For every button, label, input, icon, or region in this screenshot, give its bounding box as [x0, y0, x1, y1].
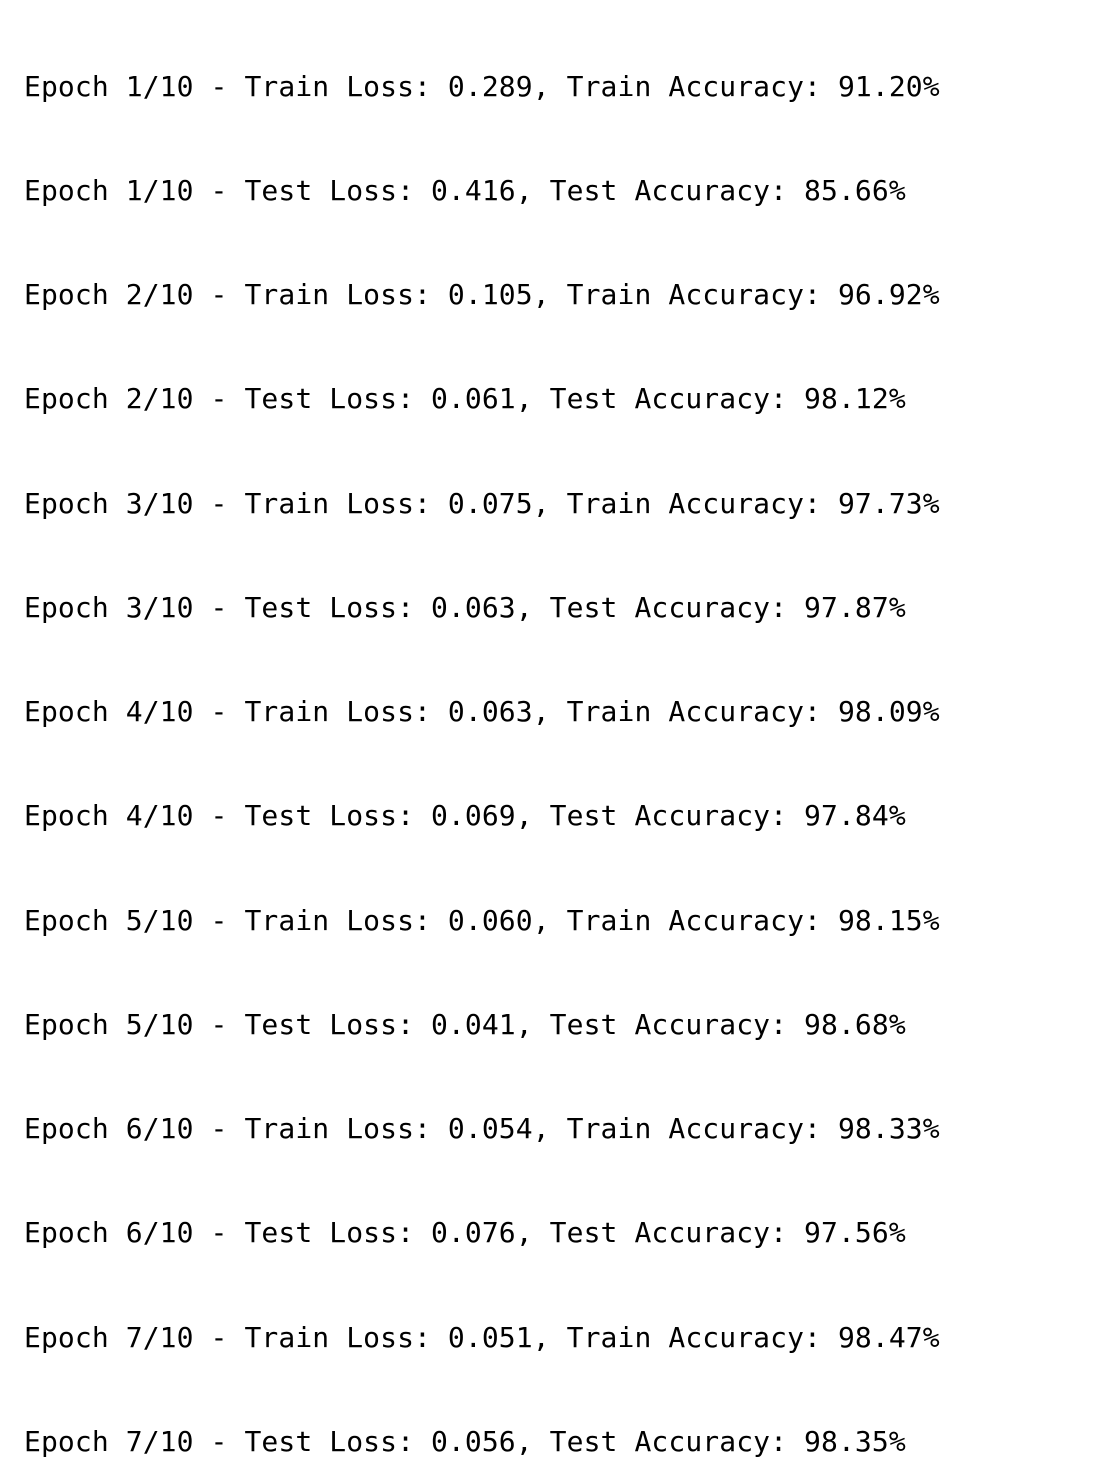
log-line-epoch-5-train: Epoch 5/10 - Train Loss: 0.060, Train Ac…: [24, 903, 940, 937]
log-line-epoch-4-test: Epoch 4/10 - Test Loss: 0.069, Test Accu…: [24, 799, 906, 833]
log-line-epoch-1-test: Epoch 1/10 - Test Loss: 0.416, Test Accu…: [24, 173, 906, 207]
log-line-epoch-2-train: Epoch 2/10 - Train Loss: 0.105, Train Ac…: [24, 278, 940, 311]
log-line-epoch-6-test: Epoch 6/10 - Test Loss: 0.076, Test Accu…: [24, 1216, 906, 1250]
log-line-epoch-2-test: Epoch 2/10 - Test Loss: 0.061, Test Accu…: [24, 382, 906, 416]
log-line-epoch-5-test: Epoch 5/10 - Test Loss: 0.041, Test Accu…: [24, 1007, 906, 1041]
log-line-epoch-7-test: Epoch 7/10 - Test Loss: 0.056, Test Accu…: [24, 1424, 906, 1458]
log-line-epoch-1-train: Epoch 1/10 - Train Loss: 0.289, Train Ac…: [24, 69, 940, 103]
log-line-epoch-7-train: Epoch 7/10 - Train Loss: 0.051, Train Ac…: [24, 1320, 940, 1354]
training-log-output: Epoch 1/10 - Train Loss: 0.289, Train Ac…: [24, 0, 957, 1484]
log-line-epoch-6-train: Epoch 6/10 - Train Loss: 0.054, Train Ac…: [24, 1112, 940, 1145]
log-line-epoch-4-train: Epoch 4/10 - Train Loss: 0.063, Train Ac…: [24, 695, 940, 728]
log-line-epoch-3-test: Epoch 3/10 - Test Loss: 0.063, Test Accu…: [24, 590, 906, 624]
log-line-epoch-3-train: Epoch 3/10 - Train Loss: 0.075, Train Ac…: [24, 486, 940, 520]
